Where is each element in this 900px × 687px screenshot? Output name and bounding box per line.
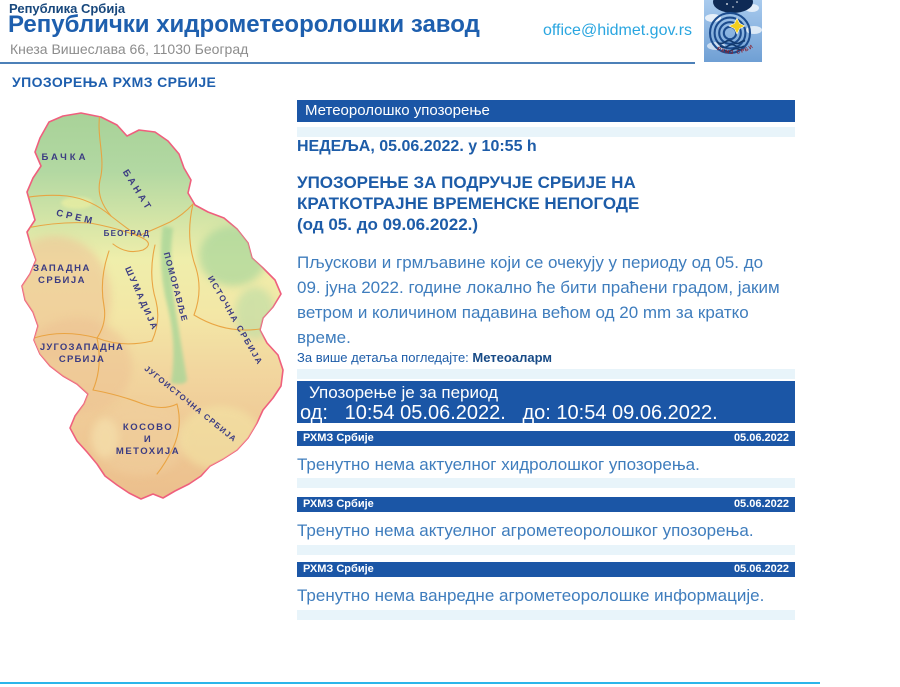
warning-body-text: Пљускови и грмљавине који се очекују у п… <box>297 253 780 347</box>
warning-headline-line2: КРАТКОТРАЈНЕ ВРЕМЕНСКЕ НЕПОГОДЕ <box>297 194 640 213</box>
meteoalarm-link[interactable]: Метеоаларм <box>472 350 552 365</box>
region-label-kosovo-2: И <box>144 434 152 445</box>
notice-bar-hydro: РХМЗ Србије 05.06.2022 <box>297 431 795 446</box>
strip-divider <box>297 545 795 555</box>
notice-source: РХМЗ Србије <box>303 432 374 444</box>
serbia-map-image: БАЧКА БАНАТ СРЕМ БЕОГРАД ЗАПАДНА СРБИЈА … <box>21 112 284 500</box>
notice-text-agro: Тренутно нема актуелног агрометеоролошко… <box>297 521 754 540</box>
rhmz-logo-icon: РХМЗ СРБИЈЕ <box>702 0 762 62</box>
details-line: За више детаља погледајте: Метеоаларм <box>297 350 795 365</box>
region-label-zapadna-1: ЗАПАДНА <box>33 263 91 274</box>
warning-period-block: Упозорење је за период од: 10:54 05.06.2… <box>297 381 795 424</box>
site-address: Кнеза Вишеслава 66, 11030 Београд <box>10 41 249 57</box>
notice-date: 05.06.2022 <box>733 498 789 510</box>
notice-text-agro-info: Тренутно нема ванредне агрометеоролошке … <box>297 586 765 605</box>
rhmz-logo[interactable]: РХМЗ СРБИЈЕ <box>702 0 762 62</box>
meteo-warning-bar: Метеоролошко упозорење <box>297 100 795 122</box>
strip-divider <box>297 127 795 137</box>
page-heading: УПОЗОРЕЊА РХМЗ СРБИЈЕ <box>12 74 217 90</box>
strip-divider <box>297 369 795 379</box>
warning-headline: УПОЗОРЕЊЕ ЗА ПОДРУЧЈЕ СРБИЈЕ НА КРАТКОТР… <box>297 172 795 235</box>
country-name: Република Србија <box>9 1 126 16</box>
warning-headline-line1: УПОЗОРЕЊЕ ЗА ПОДРУЧЈЕ СРБИЈЕ НА <box>297 173 636 192</box>
notice-source: РХМЗ Србије <box>303 563 374 575</box>
notice-bar-agro: РХМЗ Србије 05.06.2022 <box>297 497 795 512</box>
notice-date: 05.06.2022 <box>733 432 789 444</box>
email-link[interactable]: office@hidmet.gov.rs <box>543 22 693 39</box>
header-divider <box>0 62 695 64</box>
region-label-zapadna-2: СРБИЈА <box>38 275 86 286</box>
region-label-jugozapadna-2: СРБИЈА <box>59 354 105 365</box>
site-title: Републички хидрометеоролошки завод <box>8 11 480 38</box>
meteo-warning-bar-title: Метеоролошко упозорење <box>305 102 490 119</box>
strip-divider <box>297 610 795 620</box>
footer-divider <box>0 682 820 684</box>
warning-headline-line3: (од 05. до 09.06.2022.) <box>297 215 479 234</box>
strip-divider <box>297 478 795 488</box>
warning-datetime: НЕДЕЉА, 05.06.2022. у 10:55 h <box>297 138 537 155</box>
region-label-kosovo-3: МЕТОХИЈА <box>116 446 180 457</box>
region-label-kosovo-1: КОСОВО <box>123 422 173 433</box>
region-label-backa: БАЧКА <box>42 152 89 163</box>
notice-bar-agro-info: РХМЗ Србије 05.06.2022 <box>297 562 795 577</box>
region-label-beograd: БЕОГРАД <box>104 229 151 238</box>
details-label: За више детаља погледајте: <box>297 350 469 365</box>
notice-source: РХМЗ Србије <box>303 498 374 510</box>
warning-period-range: од: 10:54 05.06.2022. до: 10:54 09.06.20… <box>300 402 718 424</box>
warning-period-title: Упозорење је за период <box>309 383 499 402</box>
notice-text-hydro: Тренутно нема актуелног хидролошког упоз… <box>297 455 700 474</box>
region-label-jugozapadna-1: ЈУГОЗАПАДНА <box>40 342 124 353</box>
serbia-warning-map[interactable]: БАЧКА БАНАТ СРЕМ БЕОГРАД ЗАПАДНА СРБИЈА … <box>5 108 290 503</box>
notice-date: 05.06.2022 <box>733 563 789 575</box>
